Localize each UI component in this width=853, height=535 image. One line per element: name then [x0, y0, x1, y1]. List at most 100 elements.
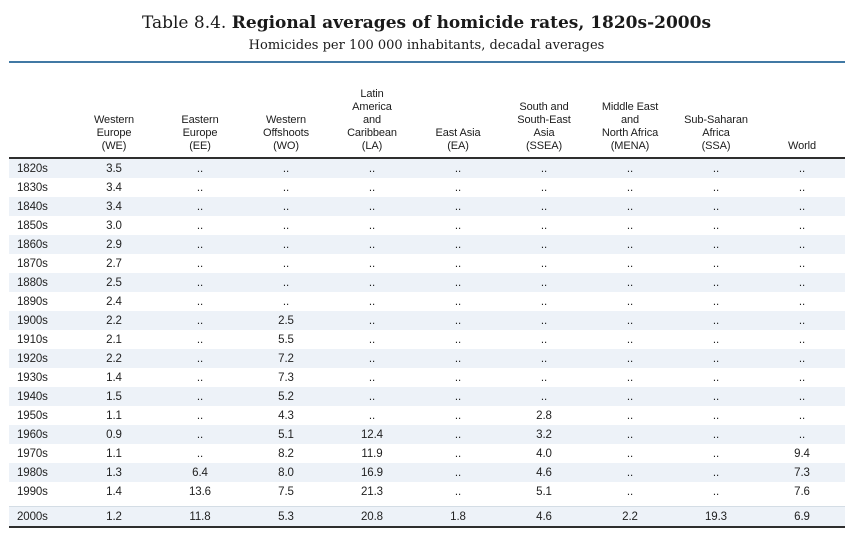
value-cell: .. [454, 257, 462, 270]
value-cell: .. [196, 219, 204, 232]
value-cell: 2.2 [587, 506, 673, 526]
value-cell: .. [798, 200, 806, 213]
spacer-cell [9, 501, 71, 507]
table-row: 1980s 1.3 6.4 8.0 16.9.. 4.6.... 7.3 [9, 463, 845, 482]
value-cell: .. [540, 238, 548, 251]
value-cell: .. [196, 238, 204, 251]
value-cell: .. [712, 219, 720, 232]
table-row: 1850s 3.0................ [9, 216, 845, 235]
value-cell: .. [454, 409, 462, 422]
value-cell: .. [368, 352, 376, 365]
column-header-sub-saharan-africa: Sub-Saharan Africa (SSA) [673, 62, 759, 159]
value-cell: .. [282, 200, 290, 213]
value-cell: .. [368, 314, 376, 327]
table-row: 1840s 3.4................ [9, 197, 845, 216]
value-cell: .. [282, 238, 290, 251]
value-cell: .. [540, 295, 548, 308]
value-cell: .. [798, 162, 806, 175]
table-row: 1960s 0.9.. 5.1 12.4.. 3.2...... [9, 425, 845, 444]
value-cell: 7.3 [794, 466, 810, 479]
value-cell: 5.2 [278, 390, 294, 403]
value-cell: .. [368, 219, 376, 232]
value-cell: .. [368, 181, 376, 194]
value-cell: .. [454, 428, 462, 441]
decade-cell: 1850s [17, 219, 48, 232]
value-cell: .. [196, 257, 204, 270]
value-cell: .. [196, 276, 204, 289]
value-cell: 2.5 [278, 314, 294, 327]
value-cell: .. [626, 352, 634, 365]
value-cell: .. [454, 200, 462, 213]
value-cell: .. [282, 257, 290, 270]
column-header-world: World [759, 62, 845, 159]
value-cell: .. [282, 295, 290, 308]
spacer-cell [157, 501, 243, 507]
value-cell: .. [540, 352, 548, 365]
value-cell: 7.3 [278, 371, 294, 384]
value-cell: .. [626, 162, 634, 175]
value-cell: 19.3 [673, 506, 759, 526]
value-cell: 5.1 [278, 428, 294, 441]
value-cell: .. [626, 238, 634, 251]
spacer-cell [243, 501, 329, 507]
value-cell: .. [712, 295, 720, 308]
value-cell: .. [454, 314, 462, 327]
value-cell: 5.3 [243, 506, 329, 526]
value-cell: .. [626, 314, 634, 327]
value-cell: .. [196, 352, 204, 365]
decade-cell: 1940s [17, 390, 48, 403]
value-cell: 1.4 [106, 371, 122, 384]
value-cell: 8.0 [278, 466, 294, 479]
value-cell: 2.2 [106, 314, 122, 327]
value-cell: .. [626, 409, 634, 422]
value-cell: .. [196, 371, 204, 384]
value-cell: .. [798, 219, 806, 232]
value-cell: 7.5 [278, 485, 294, 498]
value-cell: 3.5 [106, 162, 122, 175]
value-cell: .. [712, 409, 720, 422]
spacer-cell [587, 501, 673, 507]
value-cell: .. [540, 276, 548, 289]
value-cell: 16.9 [361, 466, 383, 479]
value-cell: .. [626, 276, 634, 289]
decade-cell: 1980s [17, 466, 48, 479]
decade-cell: 1970s [17, 447, 48, 460]
spacer-cell [759, 501, 845, 507]
value-cell: 11.9 [361, 447, 383, 460]
value-cell: .. [196, 162, 204, 175]
value-cell: .. [712, 371, 720, 384]
table-row: 1830s 3.4................ [9, 178, 845, 197]
table-header: Western Europe (WE) Eastern Europe (EE) … [9, 62, 845, 159]
value-cell: .. [712, 390, 720, 403]
value-cell: .. [196, 447, 204, 460]
table-row: 1900s 2.2.. 2.5............ [9, 311, 845, 330]
value-cell: .. [454, 162, 462, 175]
value-cell: .. [368, 333, 376, 346]
value-cell: .. [626, 390, 634, 403]
table-row: 1970s 1.1.. 8.2 11.9.. 4.0.... 9.4 [9, 444, 845, 463]
value-cell: 7.2 [278, 352, 294, 365]
value-cell: .. [626, 295, 634, 308]
table-row: 1870s 2.7................ [9, 254, 845, 273]
decade-cell: 1880s [17, 276, 48, 289]
value-cell: .. [368, 257, 376, 270]
decade-cell: 1820s [17, 162, 48, 175]
value-cell: .. [712, 314, 720, 327]
value-cell: .. [626, 257, 634, 270]
value-cell: 2.7 [106, 257, 122, 270]
table-row: 1880s 2.5................ [9, 273, 845, 292]
table-row: 1890s 2.4................ [9, 292, 845, 311]
value-cell: .. [540, 390, 548, 403]
value-cell: 1.3 [106, 466, 122, 479]
value-cell: .. [712, 276, 720, 289]
value-cell: .. [540, 219, 548, 232]
value-cell: .. [368, 390, 376, 403]
value-cell: .. [626, 371, 634, 384]
value-cell: .. [196, 390, 204, 403]
value-cell: .. [454, 447, 462, 460]
value-cell: .. [712, 257, 720, 270]
value-cell: .. [712, 238, 720, 251]
value-cell: .. [454, 466, 462, 479]
spacer-cell [673, 501, 759, 507]
value-cell: .. [798, 314, 806, 327]
